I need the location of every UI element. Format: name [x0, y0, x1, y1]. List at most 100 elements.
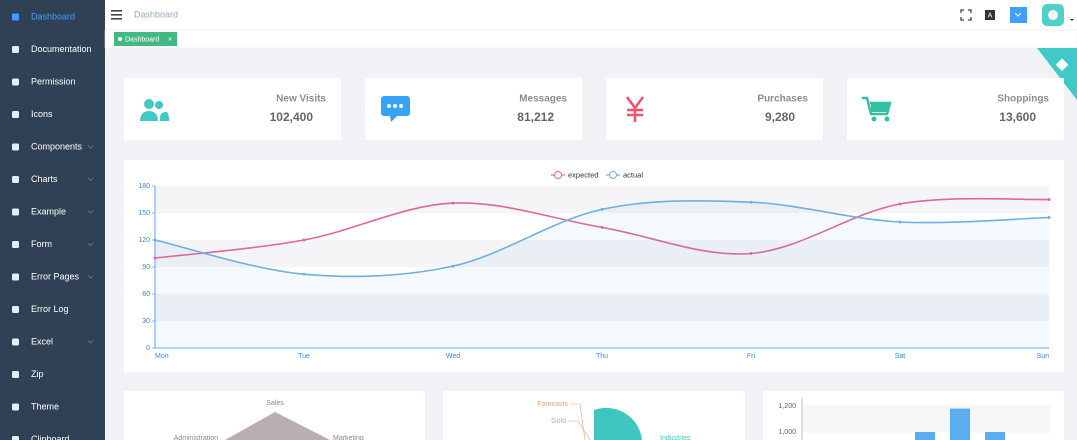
menu-label: Clipboard	[31, 434, 70, 440]
sidebar	[0, 0, 105, 440]
legend-symbol	[609, 171, 617, 179]
menu-label: Charts	[31, 174, 58, 184]
panel[interactable]	[124, 78, 341, 140]
series-point	[898, 202, 902, 206]
navbar	[105, 0, 1077, 30]
menu-icon	[12, 78, 19, 86]
radar-label: Sales	[266, 400, 284, 407]
series-point	[302, 238, 306, 242]
series-point	[153, 256, 157, 260]
menu-icon	[12, 143, 19, 151]
menu-label: Icons	[31, 109, 53, 119]
radar-shape	[225, 412, 330, 440]
pie-label: Gold	[551, 418, 566, 425]
radar-label: Marketing	[333, 435, 364, 440]
tag-close: ×	[168, 36, 172, 43]
panel-value: 9,280	[765, 110, 795, 124]
menu-icon	[12, 241, 19, 248]
menu-icon	[12, 338, 19, 346]
size-icon[interactable]: A	[985, 10, 995, 20]
y-tick-label: 90	[142, 264, 150, 271]
submenu-arrow	[87, 145, 94, 149]
panel-label: New Visits	[276, 94, 326, 105]
y-tick-label: 0	[146, 345, 150, 352]
submenu-arrow	[87, 242, 94, 247]
y-tick-label: 30	[142, 318, 150, 325]
legend-label[interactable]: expected	[568, 170, 598, 179]
panel-value: 81,212	[517, 110, 554, 124]
series-point	[898, 220, 902, 224]
panel-label: Shoppings	[997, 94, 1049, 105]
submenu-arrow	[87, 275, 94, 279]
menu-icon	[12, 111, 19, 118]
tag-dot	[118, 37, 122, 41]
menu-icon	[12, 208, 19, 216]
series-point	[600, 225, 604, 229]
breadcrumb[interactable]: Dashboard	[134, 9, 178, 19]
x-tick-label: Mon	[155, 353, 169, 360]
fullscreen-icon[interactable]	[960, 9, 972, 21]
panel-value: 102,400	[270, 110, 314, 124]
bar-y-tick-label: 1,200	[778, 403, 796, 410]
legend-label[interactable]: actual	[623, 170, 643, 179]
x-tick-label: Wed	[446, 353, 460, 360]
panel-icon	[381, 96, 410, 122]
x-tick-label: Sun	[1037, 353, 1050, 360]
menu-icon	[12, 273, 19, 281]
panel-label: Purchases	[757, 94, 808, 105]
x-tick-label: Fri	[747, 353, 756, 360]
menu-label: Error Pages	[31, 271, 80, 281]
bar	[950, 408, 970, 440]
menu-label: Excel	[31, 336, 53, 346]
panel-icon	[862, 96, 892, 122]
menu-icon	[12, 306, 19, 313]
svg-text:A: A	[988, 12, 993, 19]
series-point	[451, 264, 455, 268]
submenu-arrow	[87, 210, 94, 214]
bar	[915, 432, 935, 440]
menu-icon	[12, 46, 19, 53]
menu-label: Example	[31, 206, 66, 216]
series-point	[302, 272, 306, 276]
series-point	[749, 252, 753, 255]
menu-icon	[12, 13, 19, 21]
panel-icon	[625, 96, 645, 122]
x-tick-label: Sat	[895, 353, 906, 360]
avatar[interactable]	[1042, 4, 1074, 26]
bar	[985, 432, 1005, 440]
pie-sector	[594, 407, 642, 440]
menu-label: Documentation	[31, 44, 92, 54]
panel-label: Messages	[519, 94, 567, 105]
series-point	[153, 238, 157, 242]
y-tick-label: 180	[138, 183, 150, 190]
series-point	[1047, 216, 1051, 219]
submenu-arrow	[87, 340, 94, 344]
menu-label: Error Log	[31, 304, 69, 314]
hamburger[interactable]	[111, 10, 122, 20]
github-corner[interactable]	[1037, 48, 1077, 100]
menu-label: Dashboard	[31, 11, 75, 21]
split-area	[155, 267, 1049, 294]
legend-symbol	[554, 171, 562, 179]
split-area	[155, 321, 1049, 348]
menu-label: Theme	[31, 401, 59, 411]
tag-label: Dashboard	[125, 36, 159, 43]
series-point	[451, 201, 455, 205]
y-tick-label: 60	[142, 291, 150, 298]
series-area	[155, 200, 1049, 348]
y-tick-label: 150	[138, 210, 150, 217]
pie-label: Industries	[660, 435, 691, 440]
menu-label: Permission	[31, 76, 76, 86]
x-tick-label: Thu	[596, 353, 608, 360]
x-tick-label: Tue	[298, 353, 310, 360]
split-area	[155, 240, 1049, 267]
panel-icon	[140, 99, 169, 121]
pie-label: Forecasts	[537, 401, 568, 408]
series-point	[600, 207, 604, 211]
bar-y-tick-label: 1,000	[778, 429, 796, 436]
lang-icon[interactable]	[1010, 7, 1027, 23]
menu-label: Components	[31, 141, 83, 151]
tag[interactable]	[114, 32, 177, 46]
